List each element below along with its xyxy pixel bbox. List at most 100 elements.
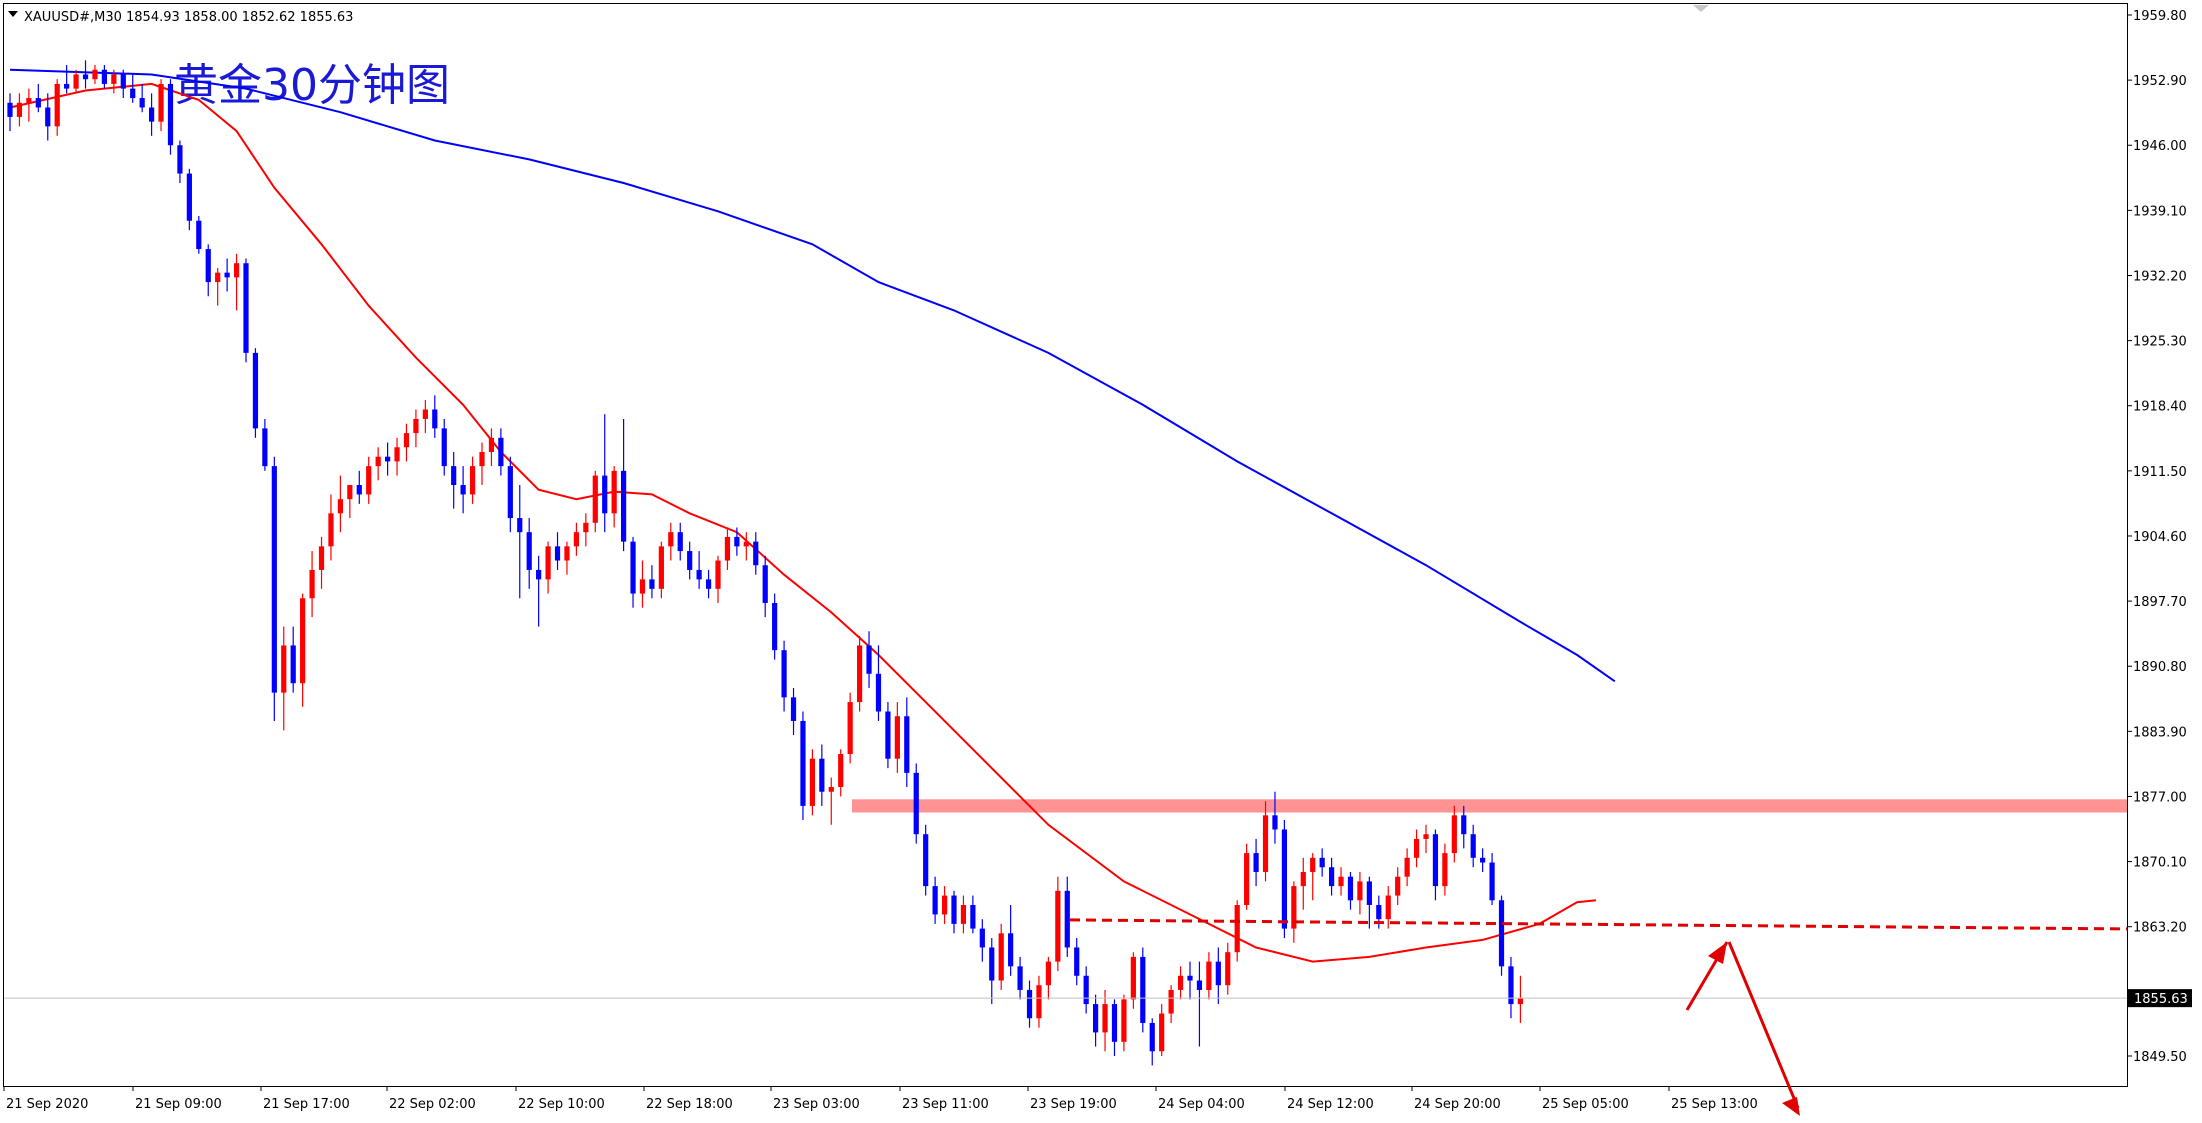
candle-body <box>1083 975 1089 1005</box>
candle <box>762 555 768 618</box>
candle <box>1338 867 1344 896</box>
candle-body <box>101 69 107 84</box>
candle <box>658 541 664 599</box>
candle <box>1413 829 1420 868</box>
candle <box>809 749 815 816</box>
candle-body <box>998 933 1004 981</box>
candle <box>536 555 542 627</box>
candle-body <box>564 546 570 561</box>
candle <box>734 527 740 556</box>
candle-body <box>536 569 542 580</box>
candle-body <box>875 673 882 712</box>
candle-body <box>857 645 863 703</box>
y-tick-label: 1849.50 <box>2133 1050 2187 1065</box>
candle <box>639 560 646 608</box>
x-tick-label: 25 Sep 13:00 <box>1671 1097 1758 1112</box>
candle-body <box>186 173 192 221</box>
candle-body <box>1234 904 1240 953</box>
candle <box>1102 989 1108 1052</box>
candle <box>1262 801 1269 882</box>
candle <box>1319 848 1325 877</box>
candle-body <box>649 579 655 589</box>
arrowhead-down-icon <box>1782 1097 1800 1116</box>
candle <box>1064 876 1070 957</box>
chart-shift-marker-icon[interactable] <box>1693 5 1709 12</box>
candle <box>1140 947 1146 1033</box>
candle <box>1008 904 1014 976</box>
y-tick-label: 1890.80 <box>2133 660 2187 675</box>
candle-body <box>1177 975 1184 990</box>
x-tick-label: 21 Sep 2020 <box>6 1097 88 1112</box>
candle-body <box>1451 815 1457 854</box>
candle <box>271 456 277 721</box>
candle <box>281 626 287 731</box>
candle <box>1291 881 1297 943</box>
candle <box>526 518 532 589</box>
candle-body <box>715 560 721 589</box>
candle <box>1423 824 1429 854</box>
candle-body <box>781 650 787 698</box>
candle-body <box>1338 876 1344 887</box>
candle <box>677 522 683 561</box>
y-tick-label: 1946.00 <box>2133 139 2187 154</box>
candle <box>1225 942 1231 995</box>
y-tick-label: 1959.80 <box>2133 9 2187 24</box>
candle <box>1357 871 1363 915</box>
candle-body <box>602 475 608 514</box>
candle-body <box>753 541 759 566</box>
candle-body <box>762 565 768 603</box>
candle-body <box>1026 989 1033 1019</box>
candle <box>1300 857 1306 910</box>
candle-body <box>866 645 872 674</box>
candle <box>366 456 372 504</box>
candle <box>92 65 98 84</box>
candle <box>1498 895 1505 976</box>
candle <box>1121 994 1127 1052</box>
candle-body <box>479 451 485 467</box>
candle-body <box>54 83 60 127</box>
candle-body <box>356 485 362 495</box>
candle <box>1385 886 1391 929</box>
candle <box>668 522 674 561</box>
x-tick-label: 21 Sep 17:00 <box>263 1097 350 1112</box>
candle-body <box>262 428 268 467</box>
candle <box>309 551 315 618</box>
candle-body <box>904 716 910 773</box>
candle-body <box>545 546 551 580</box>
candle-body <box>1064 890 1070 948</box>
candle-body <box>1461 815 1467 835</box>
candle-body <box>1272 815 1278 830</box>
candle <box>167 79 174 155</box>
candle <box>1159 1004 1165 1056</box>
candle <box>998 923 1004 990</box>
candle-body <box>366 466 372 495</box>
x-tick-label: 21 Sep 09:00 <box>135 1097 222 1112</box>
collapse-triangle-icon[interactable] <box>8 11 18 17</box>
candle-body <box>960 904 967 924</box>
candle <box>1093 994 1099 1047</box>
candle-body <box>1329 867 1335 887</box>
candle <box>35 83 41 113</box>
candle <box>1036 975 1042 1028</box>
candle <box>894 702 900 773</box>
candle-body <box>451 466 457 486</box>
candle-body <box>668 532 674 547</box>
resistance-zone <box>852 799 2127 813</box>
y-tick-label: 1918.40 <box>2133 400 2187 415</box>
candle-body <box>630 541 636 594</box>
candle <box>394 437 400 476</box>
candle-body <box>120 74 126 89</box>
candle-body <box>611 470 617 514</box>
candle-body <box>1508 966 1514 1005</box>
candle <box>1083 966 1089 1014</box>
x-tick-label: 23 Sep 03:00 <box>773 1097 860 1112</box>
candle-body <box>1017 966 1023 990</box>
candle-body <box>1102 1004 1108 1033</box>
candle <box>828 777 834 825</box>
candle <box>753 532 759 575</box>
support-dashed-line <box>1069 918 2128 931</box>
candle-body <box>413 418 419 434</box>
candle-body <box>1357 881 1363 901</box>
candle <box>375 447 381 481</box>
y-tick-label: 1877.00 <box>2133 790 2187 805</box>
